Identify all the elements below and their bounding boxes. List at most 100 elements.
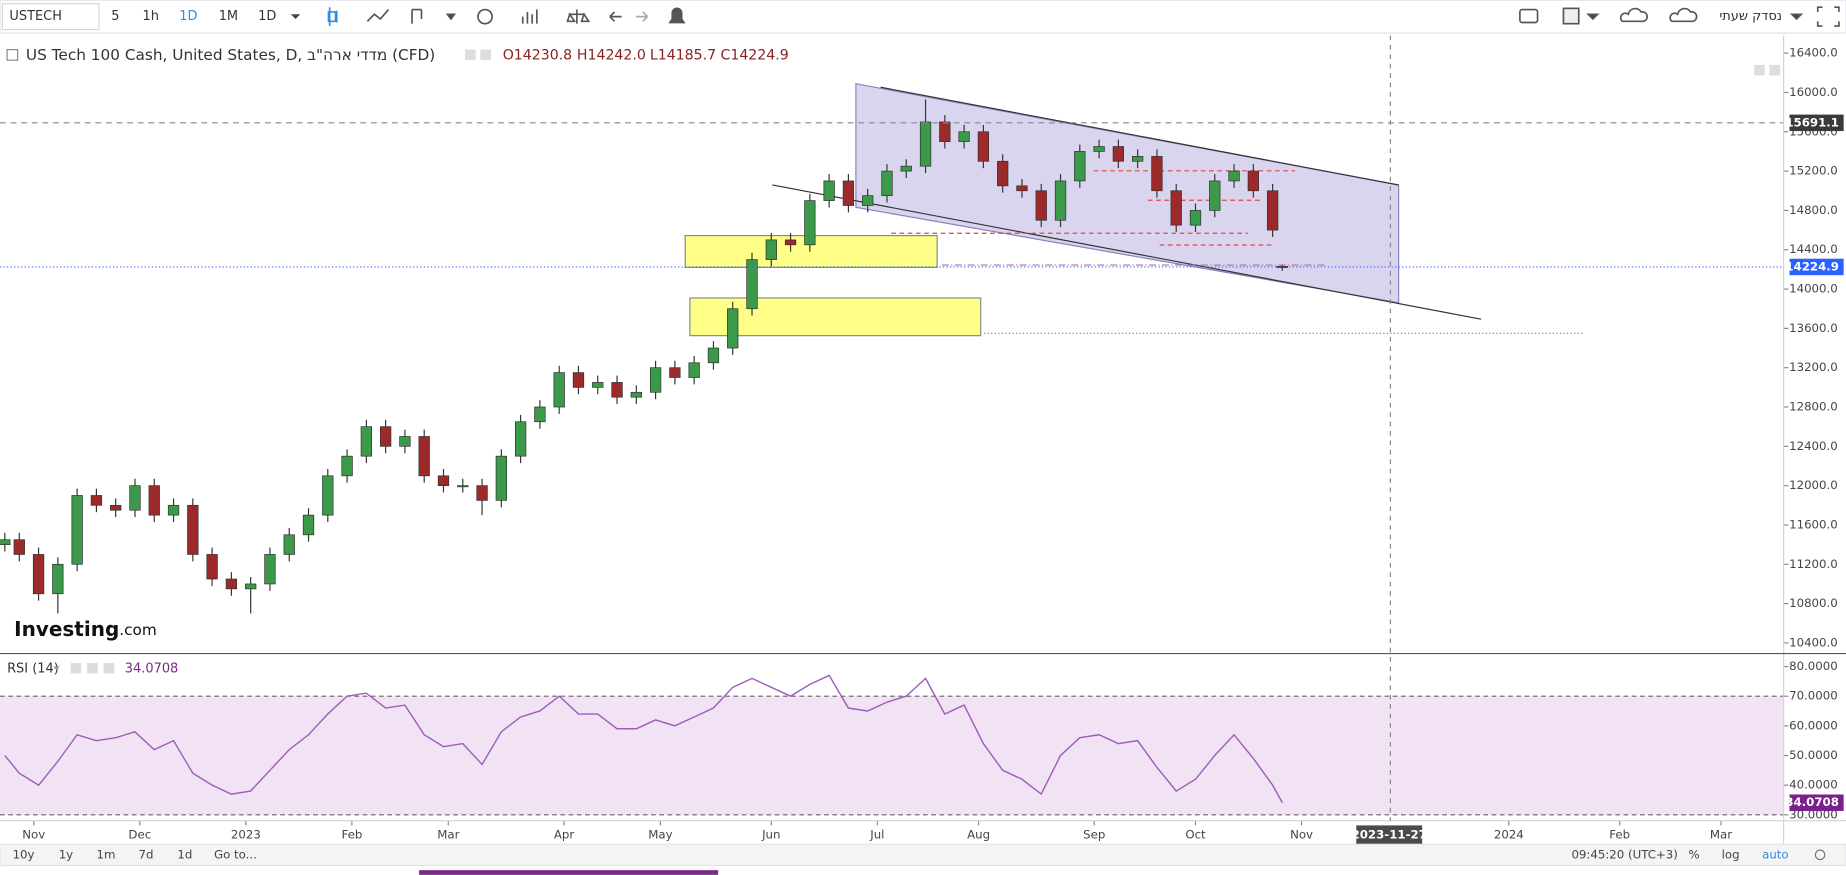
pane-button[interactable] [1769,64,1781,76]
range-button[interactable]: 1d [177,847,192,861]
candle-body [110,504,122,511]
y-tick-label: 14400.0 [1789,242,1838,256]
candle-body [1228,170,1240,182]
candle-body [90,495,103,506]
draw-icon[interactable] [411,8,423,24]
interval-button[interactable]: 5 [111,9,119,24]
range-button[interactable]: 1m [96,847,115,861]
y-tick-label: 80.0000 [1789,659,1838,673]
compare-icon[interactable] [521,9,538,24]
dropdown-icon[interactable] [52,666,61,671]
x-tick-label: Feb [1609,827,1630,841]
logo-name: Investing [14,616,119,640]
y-tick-label: 10400.0 [1789,635,1838,649]
candle-body [534,406,546,423]
settings-icon[interactable] [1814,849,1826,861]
candle-body [245,583,257,590]
range-button[interactable]: 1y [59,847,73,861]
y-tick-label: 15200.0 [1789,164,1838,178]
x-tick-label: Mar [437,827,459,841]
interval-button[interactable]: 1D [179,9,197,24]
dropdown-icon[interactable] [1586,13,1600,21]
percent-button[interactable]: % [1689,847,1700,861]
price-label-box [1789,114,1844,132]
pane-button[interactable] [1754,64,1765,76]
x-tick-label: Feb [341,827,362,841]
candle-body [842,180,855,206]
alert-icon[interactable] [668,7,686,24]
channel-lower-line [772,184,1482,320]
toolbar-icons [327,6,1840,27]
candle-body [572,372,585,388]
candle-body [129,485,141,511]
rsi-value: 34.0708 [125,661,179,676]
candle-body [939,121,951,142]
candle-body [746,259,758,310]
candle-body [283,534,295,555]
plot-area: Nov Dec 2023 Feb Mar Apr May Jun Jul Aug Sep Oct Nov… [0,46,1844,841]
y-tick-label: 14800.0 [1789,203,1838,217]
fullscreen-icon[interactable] [1816,6,1840,27]
legend-icon[interactable] [465,49,476,61]
ohlc-low: L14185.7 [650,47,716,63]
y-tick-label: 12400.0 [1789,439,1838,453]
crosshair-label-box [1356,825,1423,845]
indicators-icon[interactable] [366,9,390,22]
symbol[interactable]: USTECH [9,9,62,24]
interval-button[interactable]: 1M [219,9,238,24]
x-tick-label: Nov [22,827,45,841]
range-button[interactable]: 7d [139,847,154,861]
dropdown-icon[interactable] [445,13,457,21]
cloud-save-icon[interactable] [1669,7,1698,23]
x-tick-label: Dec [128,827,151,841]
candle-body [1170,190,1182,226]
dropdown-icon[interactable] [1789,13,1804,21]
balance-icon[interactable] [566,9,591,24]
x-tick-label: Oct [1185,827,1206,841]
log-button[interactable]: log [1722,847,1740,861]
candle-body [804,200,816,246]
interval-button[interactable]: 1D [258,9,276,24]
cloud-load-icon[interactable] [1619,7,1648,23]
camera-icon[interactable] [1519,8,1539,24]
x-tick-label: Jul [869,827,884,841]
ohlc-open: O14230.8 [503,47,572,63]
candle-body [1189,210,1202,226]
legend-icon[interactable] [87,662,98,674]
undo-icon[interactable] [609,11,622,22]
watchlist-name[interactable]: נסדק שעתי [1719,9,1782,24]
dropdown-icon[interactable] [290,14,301,19]
candle-body [476,485,488,501]
interval-button[interactable]: 1h [142,9,158,24]
settings-icon[interactable] [477,8,493,25]
bottom-bar [0,843,1846,867]
candle-body [707,347,720,364]
price-label: 15691.1 [1785,115,1839,129]
candle-body [418,436,430,477]
candle-body [553,372,565,408]
candle-body [1035,190,1047,221]
y-tick-label: 11600.0 [1789,517,1838,531]
rsi-name: RSI (14) [7,661,59,676]
candle-body [148,485,160,516]
scroll-indicator [419,870,719,875]
x-tick-label: Sep [1083,827,1105,841]
level-lines [891,170,1584,334]
redo-icon[interactable] [635,11,649,22]
y-tick-label: 12800.0 [1789,400,1838,414]
auto-button[interactable]: auto [1762,847,1788,861]
legend-icon[interactable] [103,662,115,674]
legend-icon[interactable] [480,49,491,61]
collapse-icon[interactable] [6,48,19,61]
goto-button[interactable]: Go to... [214,847,257,861]
legend-icon[interactable] [70,662,82,674]
y-tick-label: 13200.0 [1789,360,1838,374]
candle-body [649,367,662,393]
range-button[interactable]: 10y [13,847,35,861]
y-tick-label: 16000.0 [1789,85,1838,99]
layout-icon[interactable] [1562,7,1580,25]
candles-icon[interactable] [327,7,338,27]
symbol-input[interactable] [1,3,100,31]
candle-body [32,554,45,595]
